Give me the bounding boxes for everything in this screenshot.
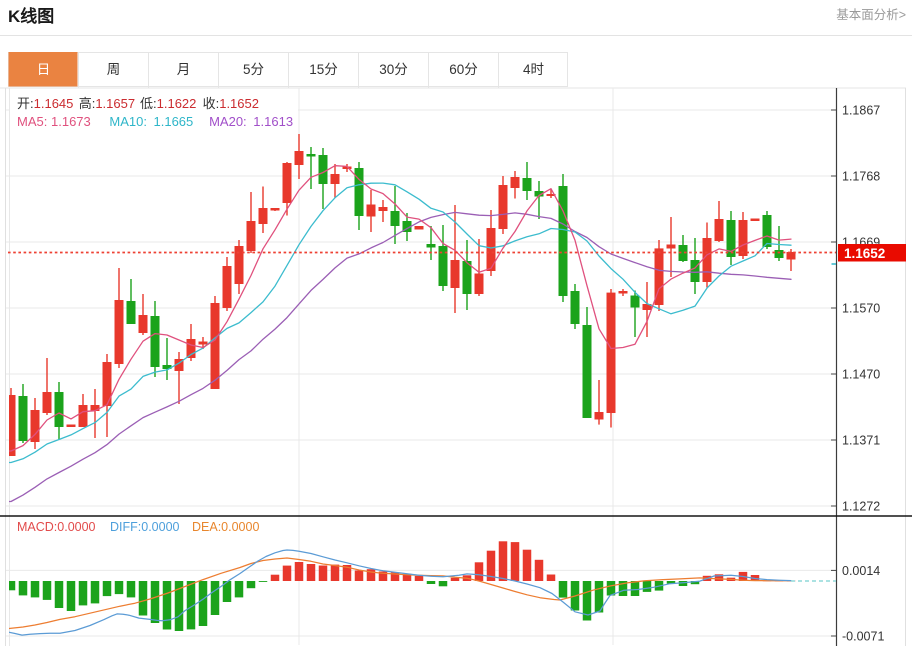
svg-text:1.1272: 1.1272 [842, 500, 880, 514]
svg-text:DEA:0.0000: DEA:0.0000 [192, 520, 259, 534]
svg-text:15分: 15分 [309, 62, 338, 77]
svg-text:日: 日 [37, 62, 51, 77]
svg-text:周: 周 [107, 62, 121, 77]
svg-text:基本面分析>: 基本面分析> [836, 8, 906, 22]
svg-text:收:1.1652: 收:1.1652 [203, 96, 259, 111]
svg-text:1.1570: 1.1570 [842, 302, 880, 316]
svg-text:MA20:: MA20: [209, 114, 247, 129]
svg-text:1.1867: 1.1867 [842, 104, 880, 118]
svg-text:K线图: K线图 [8, 6, 54, 26]
svg-text:30分: 30分 [379, 62, 408, 77]
svg-text:1.1371: 1.1371 [842, 434, 880, 448]
svg-text:0.0014: 0.0014 [842, 564, 880, 578]
svg-text:低:1.1622: 低:1.1622 [140, 96, 196, 111]
svg-text:开:1.1645: 开:1.1645 [17, 96, 73, 111]
svg-text:MACD:0.0000: MACD:0.0000 [17, 520, 96, 534]
svg-text:4时: 4时 [523, 62, 544, 77]
svg-text:5分: 5分 [243, 62, 264, 77]
svg-text:60分: 60分 [449, 62, 478, 77]
svg-text:高:1.1657: 高:1.1657 [79, 96, 135, 111]
svg-text:月: 月 [177, 62, 191, 77]
svg-text:1.1470: 1.1470 [842, 368, 880, 382]
svg-text:1.1652: 1.1652 [844, 246, 885, 261]
svg-text:1.1673: 1.1673 [51, 114, 91, 129]
svg-text:-0.0071: -0.0071 [842, 630, 884, 644]
svg-text:MA5:: MA5: [17, 114, 47, 129]
svg-text:1.1665: 1.1665 [154, 114, 194, 129]
svg-text:1.1768: 1.1768 [842, 170, 880, 184]
svg-text:1.1613: 1.1613 [253, 114, 293, 129]
svg-text:DIFF:0.0000: DIFF:0.0000 [110, 520, 180, 534]
svg-text:MA10:: MA10: [109, 114, 147, 129]
